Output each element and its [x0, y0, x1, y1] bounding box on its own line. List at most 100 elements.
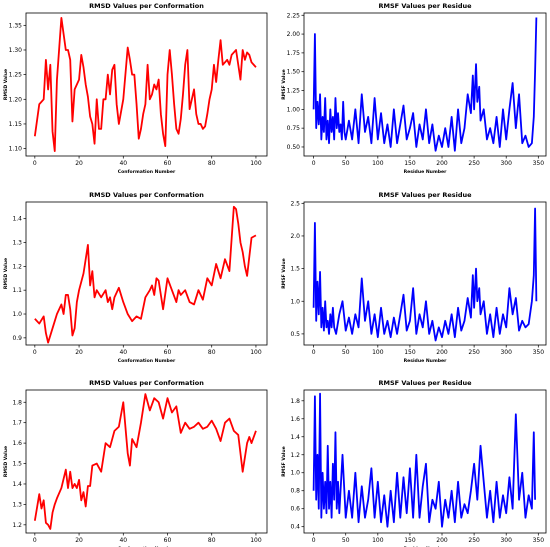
x-tick-label: 300	[500, 349, 512, 356]
series-line	[312, 207, 538, 342]
y-tick-label: 0.5	[290, 331, 300, 338]
x-tick-label: 20	[75, 349, 83, 356]
y-tick-label: 1.50	[287, 69, 301, 76]
x-tick-label: 200	[436, 160, 448, 167]
x-axis-label: Conformation Number	[118, 358, 176, 364]
x-tick-label: 200	[436, 537, 448, 544]
y-tick-label: 1.8	[290, 398, 300, 405]
y-tick-label: 0.6	[290, 506, 300, 513]
x-tick-label: 60	[164, 537, 172, 544]
x-tick-label: 60	[164, 349, 172, 356]
y-tick-label: 1.8	[12, 399, 22, 406]
chart-title: RMSF Values per Residue	[378, 191, 472, 199]
x-tick-label: 250	[468, 160, 480, 167]
x-tick-label: 60	[164, 160, 172, 167]
plot-frame	[303, 201, 547, 346]
y-tick-label: 2.25	[287, 12, 301, 19]
y-axis-label: RMSD Value	[3, 69, 9, 100]
x-tick-label: 20	[75, 160, 83, 167]
y-tick-label: 1.0	[290, 298, 300, 305]
y-tick-label: 1.2	[290, 452, 300, 459]
chart-panel-1: RMSD Values per Conformation 0 20 40 60 80 100…	[3, 2, 268, 175]
y-tick-label: 2.00	[287, 31, 301, 38]
x-tick-label: 20	[75, 537, 83, 544]
plot-frame	[25, 12, 268, 157]
x-tick-label: 100	[372, 349, 384, 356]
y-tick-label: 1.15	[9, 121, 23, 128]
y-tick-label: 1.3	[12, 501, 22, 508]
series-line	[312, 392, 536, 528]
x-tick-label: 350	[533, 349, 545, 356]
chart-panel-4: RMSF Values per Residue 0 50 100 150 200 250 30…	[281, 191, 547, 364]
x-tick-label: 80	[208, 537, 216, 544]
x-tick-label: 350	[533, 160, 545, 167]
x-tick-label: 100	[372, 537, 384, 544]
series-line	[33, 393, 257, 530]
x-tick-label: 80	[208, 349, 216, 356]
x-axis-label: Residue Number	[404, 358, 448, 364]
plot-frame	[25, 201, 268, 346]
x-tick-label: 100	[250, 537, 262, 544]
y-tick-label: 1.25	[287, 88, 301, 95]
x-tick-label: 150	[404, 537, 416, 544]
x-tick-label: 250	[468, 349, 480, 356]
y-tick-label: 1.7	[12, 420, 22, 427]
y-axis-label: RMSD Value	[3, 446, 9, 477]
y-tick-label: 1.2	[12, 522, 22, 529]
y-axis-label: RMSF Value	[281, 69, 287, 100]
y-tick-label: 1.5	[12, 461, 22, 468]
y-tick-label: 1.5	[290, 266, 300, 273]
y-tick-label: 1.3	[12, 240, 22, 247]
chart-title: RMSF Values per Residue	[378, 379, 472, 387]
x-tick-label: 100	[372, 160, 384, 167]
x-tick-label: 80	[208, 160, 216, 167]
y-tick-label: 0.4	[290, 524, 300, 531]
x-tick-label: 0	[33, 349, 37, 356]
chart-panel-2: RMSF Values per Residue 0 50 100 150 200 250 30…	[281, 2, 547, 175]
y-tick-label: 1.4	[290, 434, 300, 441]
y-tick-label: 2.5	[290, 200, 300, 207]
y-tick-label: 1.35	[9, 22, 23, 29]
x-tick-label: 40	[119, 537, 127, 544]
chart-title: RMSD Values per Conformation	[89, 379, 204, 387]
y-tick-label: 1.2	[12, 263, 22, 270]
y-tick-label: 1.4	[12, 216, 22, 223]
y-axis-label: RMSF Value	[281, 258, 287, 289]
x-tick-label: 0	[33, 160, 37, 167]
y-tick-label: 1.4	[12, 481, 22, 488]
x-tick-label: 350	[533, 537, 545, 544]
x-tick-label: 300	[500, 537, 512, 544]
y-tick-label: 2.0	[290, 233, 300, 240]
x-tick-label: 40	[119, 349, 127, 356]
x-axis-label: Conformation Number	[118, 169, 176, 175]
y-tick-label: 1.0	[290, 470, 300, 477]
x-tick-label: 200	[436, 349, 448, 356]
y-tick-label: 1.75	[287, 50, 301, 57]
x-tick-label: 150	[404, 349, 416, 356]
y-tick-label: 1.20	[9, 96, 23, 103]
y-tick-label: 1.6	[12, 440, 22, 447]
chart-panel-3: RMSD Values per Conformation 0 20 40 60 80 100…	[3, 191, 268, 364]
chart-panel-6: RMSF Values per Residue 0 50 100 150 200 250 30…	[281, 379, 547, 547]
y-axis-label: RMSD Value	[3, 258, 9, 289]
y-tick-label: 0.8	[290, 488, 300, 495]
x-tick-label: 0	[312, 349, 316, 356]
y-tick-label: 1.10	[9, 146, 23, 153]
y-tick-label: 1.25	[9, 72, 23, 79]
x-tick-label: 50	[342, 537, 350, 544]
chart-title: RMSD Values per Conformation	[89, 191, 204, 199]
y-tick-label: 1.1	[12, 287, 22, 294]
x-tick-label: 300	[500, 160, 512, 167]
x-tick-label: 50	[342, 349, 350, 356]
x-tick-label: 150	[404, 160, 416, 167]
x-tick-label: 50	[342, 160, 350, 167]
series-line	[34, 205, 257, 344]
x-tick-label: 100	[250, 160, 262, 167]
y-tick-label: 0.9	[12, 335, 22, 342]
y-tick-label: 1.00	[287, 106, 301, 113]
plot-frame	[25, 389, 268, 534]
chart-title: RMSF Values per Residue	[378, 2, 472, 10]
y-tick-label: 1.6	[290, 416, 300, 423]
y-tick-label: 1.0	[12, 311, 22, 318]
